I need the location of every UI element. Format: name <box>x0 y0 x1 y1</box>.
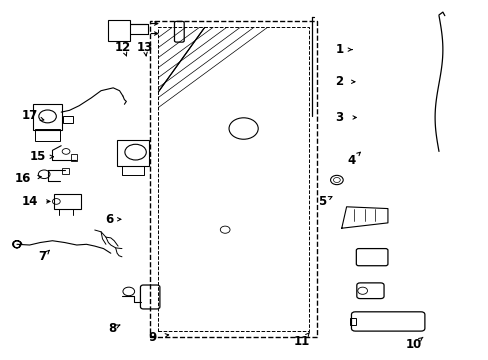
Text: 2: 2 <box>335 75 343 88</box>
Text: 1: 1 <box>335 43 343 56</box>
Text: 3: 3 <box>335 111 343 124</box>
Bar <box>349 318 355 325</box>
Text: 15: 15 <box>30 150 46 163</box>
Bar <box>149 21 317 337</box>
Text: 11: 11 <box>293 335 309 348</box>
Text: 8: 8 <box>108 322 116 335</box>
Text: 16: 16 <box>15 172 31 185</box>
Text: 7: 7 <box>39 250 47 263</box>
Text: 6: 6 <box>105 213 113 226</box>
Text: 9: 9 <box>148 331 156 344</box>
Bar <box>158 27 308 331</box>
Text: 5: 5 <box>318 195 326 208</box>
Bar <box>117 140 148 166</box>
Bar <box>35 129 60 141</box>
Bar <box>71 154 77 161</box>
Bar <box>62 168 69 174</box>
Text: 10: 10 <box>405 338 421 351</box>
Bar <box>63 116 73 123</box>
Text: 4: 4 <box>346 154 355 167</box>
Text: 13: 13 <box>137 41 153 54</box>
Bar <box>33 104 62 130</box>
Bar <box>54 194 81 209</box>
Text: 17: 17 <box>21 109 38 122</box>
Bar <box>108 20 130 41</box>
Text: 14: 14 <box>21 195 38 208</box>
Text: 12: 12 <box>115 41 131 54</box>
